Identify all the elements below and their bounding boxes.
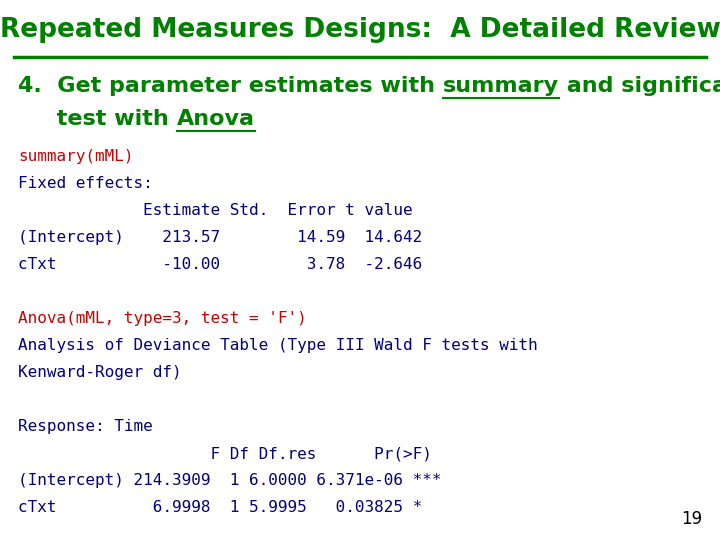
Text: test with: test with xyxy=(18,109,176,129)
Text: Fixed effects:: Fixed effects: xyxy=(18,176,153,191)
Text: Anova(mML, type=3, test = 'F'): Anova(mML, type=3, test = 'F') xyxy=(18,311,307,326)
Text: summary(mML): summary(mML) xyxy=(18,149,133,164)
Text: Response: Time: Response: Time xyxy=(18,419,153,434)
Text: Estimate Std.  Error t value: Estimate Std. Error t value xyxy=(18,203,413,218)
Text: Analysis of Deviance Table (Type III Wald F tests with: Analysis of Deviance Table (Type III Wal… xyxy=(18,338,538,353)
Text: (Intercept)    213.57        14.59  14.642: (Intercept) 213.57 14.59 14.642 xyxy=(18,230,422,245)
Text: (Intercept) 214.3909  1 6.0000 6.371e-06 ***: (Intercept) 214.3909 1 6.0000 6.371e-06 … xyxy=(18,473,441,488)
Text: 19: 19 xyxy=(681,510,702,528)
Text: F Df Df.res      Pr(>F): F Df Df.res Pr(>F) xyxy=(18,446,432,461)
Text: 4.  Get parameter estimates with: 4. Get parameter estimates with xyxy=(18,76,443,97)
Text: summary: summary xyxy=(443,76,559,97)
Text: Anova: Anova xyxy=(176,109,254,129)
Text: cTxt           -10.00         3.78  -2.646: cTxt -10.00 3.78 -2.646 xyxy=(18,257,422,272)
Text: cTxt          6.9998  1 5.9995   0.03825 *: cTxt 6.9998 1 5.9995 0.03825 * xyxy=(18,500,422,515)
Text: and significance: and significance xyxy=(559,76,720,97)
Text: Kenward-Roger df): Kenward-Roger df) xyxy=(18,365,181,380)
Text: Repeated Measures Designs:  A Detailed Review: Repeated Measures Designs: A Detailed Re… xyxy=(0,17,720,43)
